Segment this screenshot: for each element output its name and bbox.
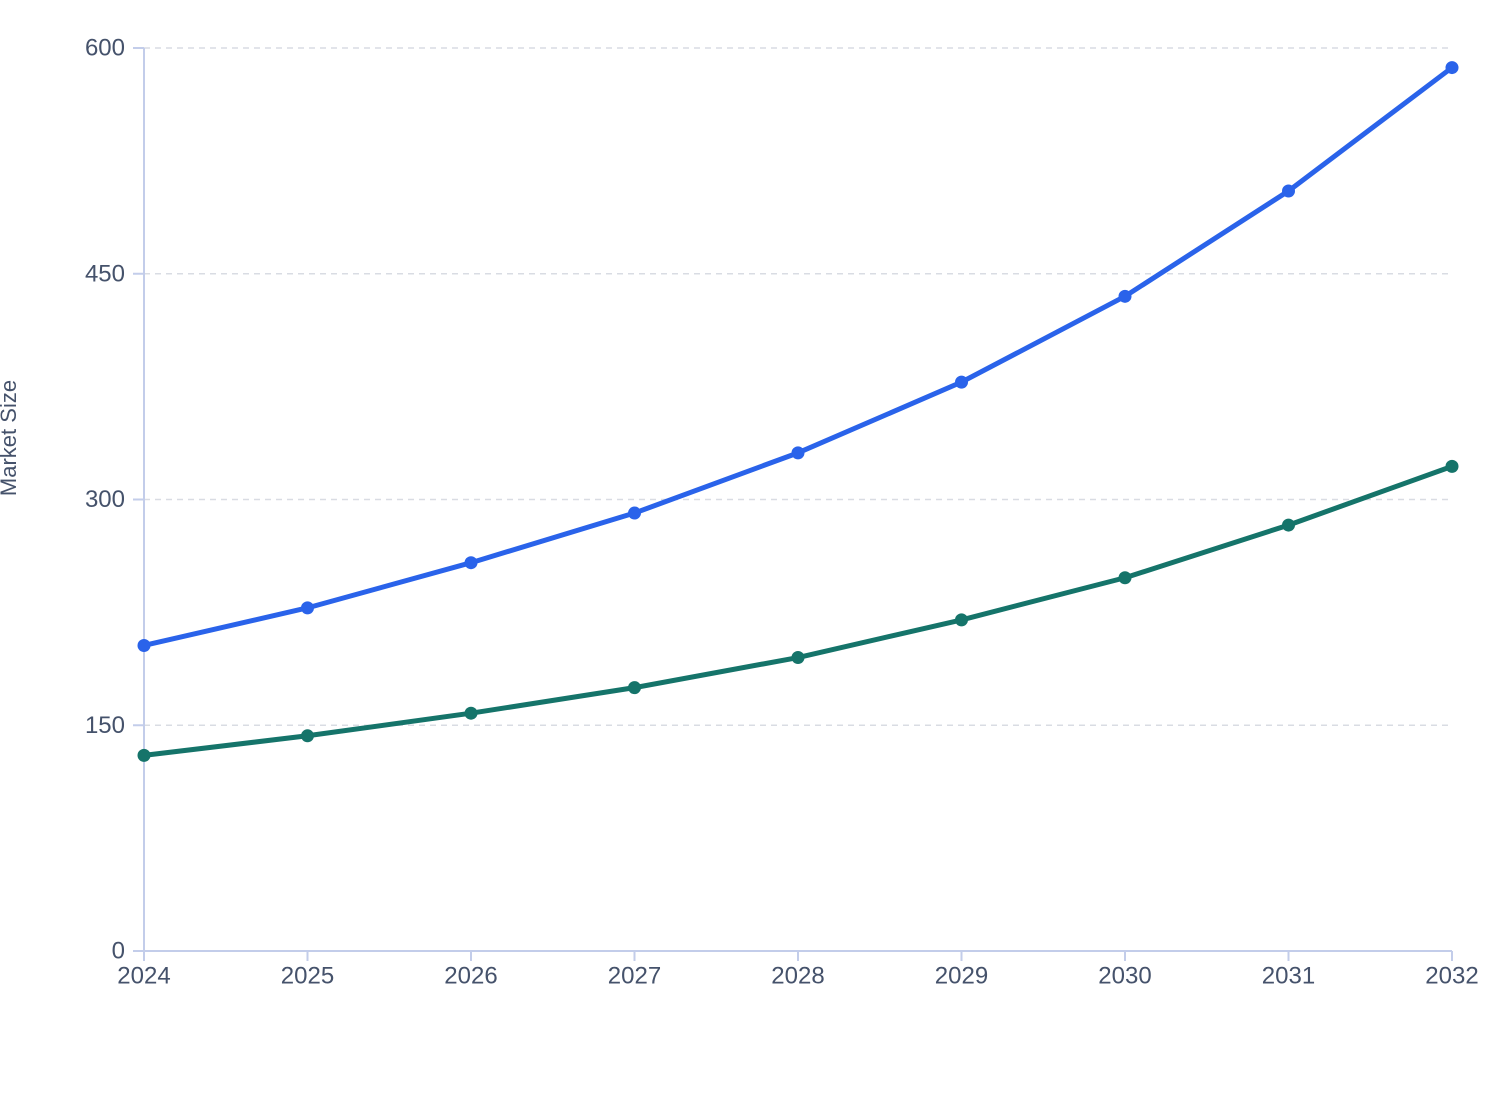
x-tick-label: 2025 — [281, 963, 334, 990]
x-tick-label: 2026 — [444, 963, 497, 990]
series-lower-line-path — [141, 463, 1455, 758]
series-group — [137, 61, 1459, 762]
data-point — [1445, 459, 1459, 473]
y-axis-title: Market Size — [0, 380, 21, 496]
x-tick-label: 2032 — [1425, 963, 1478, 990]
series-upper-line — [137, 61, 1459, 652]
x-tick-label: 2029 — [935, 963, 988, 990]
y-tick-label: 300 — [85, 486, 125, 513]
data-point — [628, 681, 641, 695]
x-tick-labels: 2024 2025 2026 2027 2028 2029 2030 2031 2032 — [117, 963, 1478, 990]
x-tick-label: 2031 — [1262, 963, 1315, 990]
y-tick-label: 450 — [85, 260, 125, 287]
y-axis — [133, 47, 145, 952]
series-lower-line — [137, 459, 1459, 762]
data-point — [791, 446, 805, 460]
x-tick-label: 2028 — [771, 963, 824, 990]
gridlines — [144, 47, 1452, 726]
x-tick-label: 2027 — [608, 963, 661, 990]
data-point — [301, 729, 314, 743]
y-tick-label: 0 — [112, 938, 125, 965]
x-tick-label: 2024 — [117, 963, 170, 990]
x-tick-label: 2030 — [1098, 963, 1151, 990]
data-point — [955, 613, 968, 627]
x-axis — [143, 950, 1453, 961]
y-tick-label: 150 — [85, 712, 125, 739]
data-point — [1118, 289, 1132, 303]
data-point — [137, 638, 151, 652]
data-point — [1282, 184, 1295, 198]
data-point — [1282, 518, 1295, 532]
data-point — [301, 601, 314, 615]
data-point — [137, 748, 151, 762]
y-tick-labels: 0 150 300 450 600 — [85, 35, 125, 965]
data-point — [1118, 571, 1132, 585]
data-point — [464, 706, 478, 720]
series-upper-line-path — [141, 65, 1455, 648]
y-tick-label: 600 — [85, 35, 125, 62]
data-point — [1445, 61, 1459, 75]
data-point — [955, 375, 968, 389]
data-point — [628, 506, 641, 520]
data-point — [791, 651, 805, 665]
data-point — [464, 556, 478, 570]
